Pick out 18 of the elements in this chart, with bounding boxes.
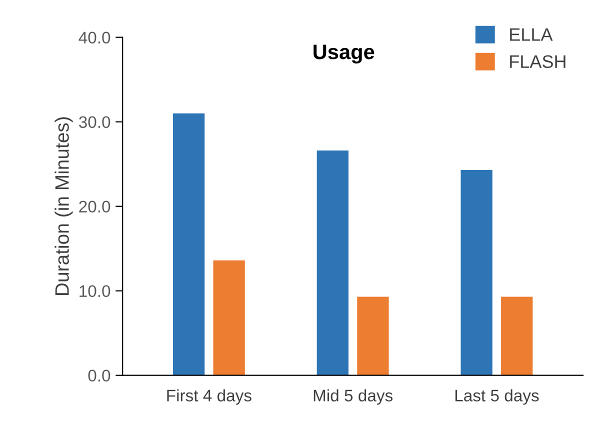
y-tick-label: 40.0 [78,32,110,44]
legend-label: FLASH [510,55,566,68]
y-axis-title: Duration (in Minutes) [54,117,73,295]
x-tick-label: Last 5 days [455,389,539,405]
legend-label: ELLA [510,28,553,41]
y-tick-label: 20.0 [79,200,110,213]
bar [213,260,245,376]
bar [501,296,533,376]
x-tick-label: First 4 days [167,389,252,405]
bar [357,296,389,376]
y-tick-label: 0.0 [88,370,110,382]
bar [172,113,205,376]
x-tick-label: Mid 5 days [314,389,393,405]
bar [316,150,349,376]
bar [460,170,492,376]
y-tick-label: 30.0 [78,116,110,128]
chart-title: Usage [314,44,374,64]
y-tick-label: 10.0 [80,285,110,298]
